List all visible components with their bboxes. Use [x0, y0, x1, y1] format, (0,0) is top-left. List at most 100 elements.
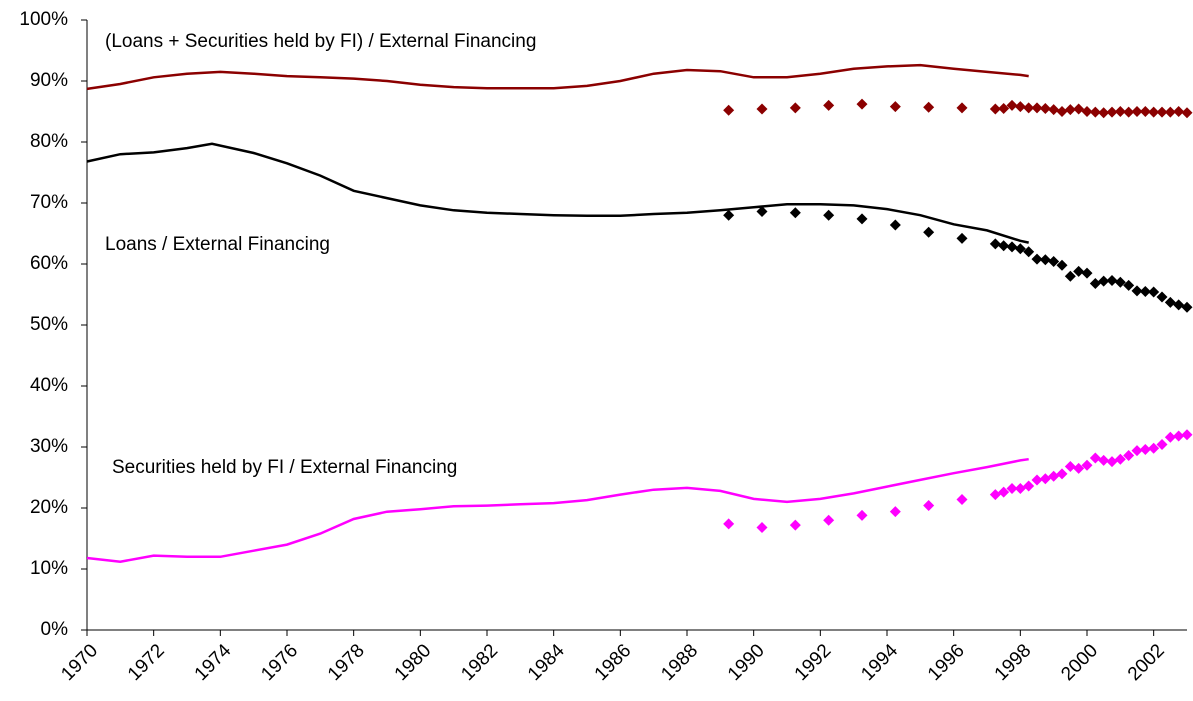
diamond-marker: [1006, 99, 1018, 111]
diamond-marker: [1064, 461, 1076, 473]
x-tick-label: 1976: [257, 640, 302, 685]
diamond-marker: [923, 226, 935, 238]
diamond-marker: [998, 102, 1010, 114]
diamond-marker: [1031, 102, 1043, 114]
diamond-marker: [856, 213, 868, 225]
diamond-marker: [1056, 468, 1068, 480]
diamond-marker: [1164, 431, 1176, 443]
diamond-marker: [1148, 286, 1160, 298]
diamond-marker: [1123, 106, 1135, 118]
diamond-marker: [1081, 267, 1093, 279]
diamond-marker: [789, 102, 801, 114]
x-tick-label: 1972: [124, 640, 169, 685]
diamond-marker: [756, 103, 768, 115]
diamond-marker: [1173, 430, 1185, 442]
y-tick-label: 40%: [30, 375, 68, 396]
series-label: Loans / External Financing: [105, 234, 330, 255]
x-tick-label: 1988: [657, 640, 702, 685]
diamond-marker: [923, 500, 935, 512]
line: [86, 63, 1029, 91]
line: [86, 457, 1029, 563]
diamond-marker: [723, 518, 735, 530]
x-tick-label: 1980: [391, 640, 436, 685]
diamond-marker: [1123, 279, 1135, 291]
y-tick-label: 70%: [30, 192, 68, 213]
diamond-marker: [1081, 459, 1093, 471]
diamond-marker: [1181, 429, 1193, 441]
diamond-marker: [1098, 454, 1110, 466]
diamond-marker: [1089, 452, 1101, 464]
series-label: (Loans + Securities held by FI) / Extern…: [105, 31, 536, 52]
diamond-marker: [1056, 106, 1068, 117]
diamond-marker: [1039, 254, 1051, 266]
diamond-marker: [1031, 474, 1043, 486]
diamond-marker: [1173, 299, 1185, 311]
diamond-marker: [1139, 106, 1151, 117]
diamond-marker: [1156, 439, 1168, 451]
x-tick-label: 1992: [791, 640, 836, 685]
diamond-marker: [956, 102, 968, 114]
x-tick-label: 1996: [924, 640, 969, 685]
line: [86, 142, 1029, 244]
x-tick-label: 1990: [724, 640, 769, 685]
diamond-marker: [1164, 296, 1176, 308]
diamond-marker: [1081, 106, 1093, 117]
diamond-marker: [1039, 473, 1051, 485]
diamond-marker: [998, 486, 1010, 498]
diamond-marker: [989, 103, 1001, 115]
diamond-marker: [1139, 285, 1151, 297]
diamond-marker: [723, 209, 735, 221]
diamond-marker: [1031, 253, 1043, 265]
diamond-marker: [756, 522, 768, 534]
x-tick-label: 1970: [57, 640, 102, 685]
x-tick-label: 1986: [591, 640, 636, 685]
y-tick-label: 0%: [41, 619, 69, 640]
diamond-marker: [823, 514, 835, 526]
diamond-marker: [1064, 104, 1076, 116]
diamond-marker: [1139, 443, 1151, 455]
diamond-marker: [856, 509, 868, 521]
diamond-marker: [1098, 107, 1110, 119]
diamond-marker: [1181, 301, 1193, 313]
diamond-marker: [1048, 104, 1060, 116]
diamond-marker: [1073, 265, 1085, 277]
diamond-marker: [1173, 106, 1185, 117]
x-tick-label: 2002: [1124, 640, 1169, 685]
diamond-marker: [1014, 482, 1026, 494]
diamond-marker: [1014, 243, 1026, 255]
diamond-marker: [1123, 450, 1135, 462]
diamond-marker: [989, 489, 1001, 501]
diamond-marker: [1056, 259, 1068, 271]
diamond-marker: [1114, 276, 1126, 288]
series-label: Securities held by FI / External Financi…: [112, 457, 457, 478]
diamond-marker: [1106, 456, 1118, 468]
diamond-marker: [723, 104, 735, 116]
diamond-marker: [1006, 241, 1018, 253]
diamond-marker: [1006, 482, 1018, 494]
x-tick-label: 1994: [857, 640, 902, 685]
diamond-marker: [1131, 445, 1143, 457]
diamond-marker: [889, 219, 901, 231]
diamond-marker: [1048, 470, 1060, 482]
x-tick-label: 1978: [324, 640, 369, 685]
diamond-marker: [989, 238, 1001, 250]
diamond-marker: [1106, 274, 1118, 286]
diamond-marker: [756, 206, 768, 218]
diamond-marker: [956, 493, 968, 505]
diamond-marker: [1089, 278, 1101, 290]
y-tick-label: 100%: [19, 9, 68, 30]
diamond-marker: [1181, 107, 1193, 119]
diamond-marker: [923, 101, 935, 113]
y-tick-label: 20%: [30, 497, 68, 518]
y-tick-label: 80%: [30, 131, 68, 152]
y-tick-label: 90%: [30, 70, 68, 91]
y-tick-label: 50%: [30, 314, 68, 335]
diamond-marker: [823, 209, 835, 221]
diamond-marker: [1106, 106, 1118, 118]
diamond-marker: [789, 519, 801, 531]
y-tick-label: 60%: [30, 253, 68, 274]
x-tick-label: 1984: [524, 640, 569, 685]
diamond-marker: [1114, 453, 1126, 465]
diamond-marker: [889, 101, 901, 113]
